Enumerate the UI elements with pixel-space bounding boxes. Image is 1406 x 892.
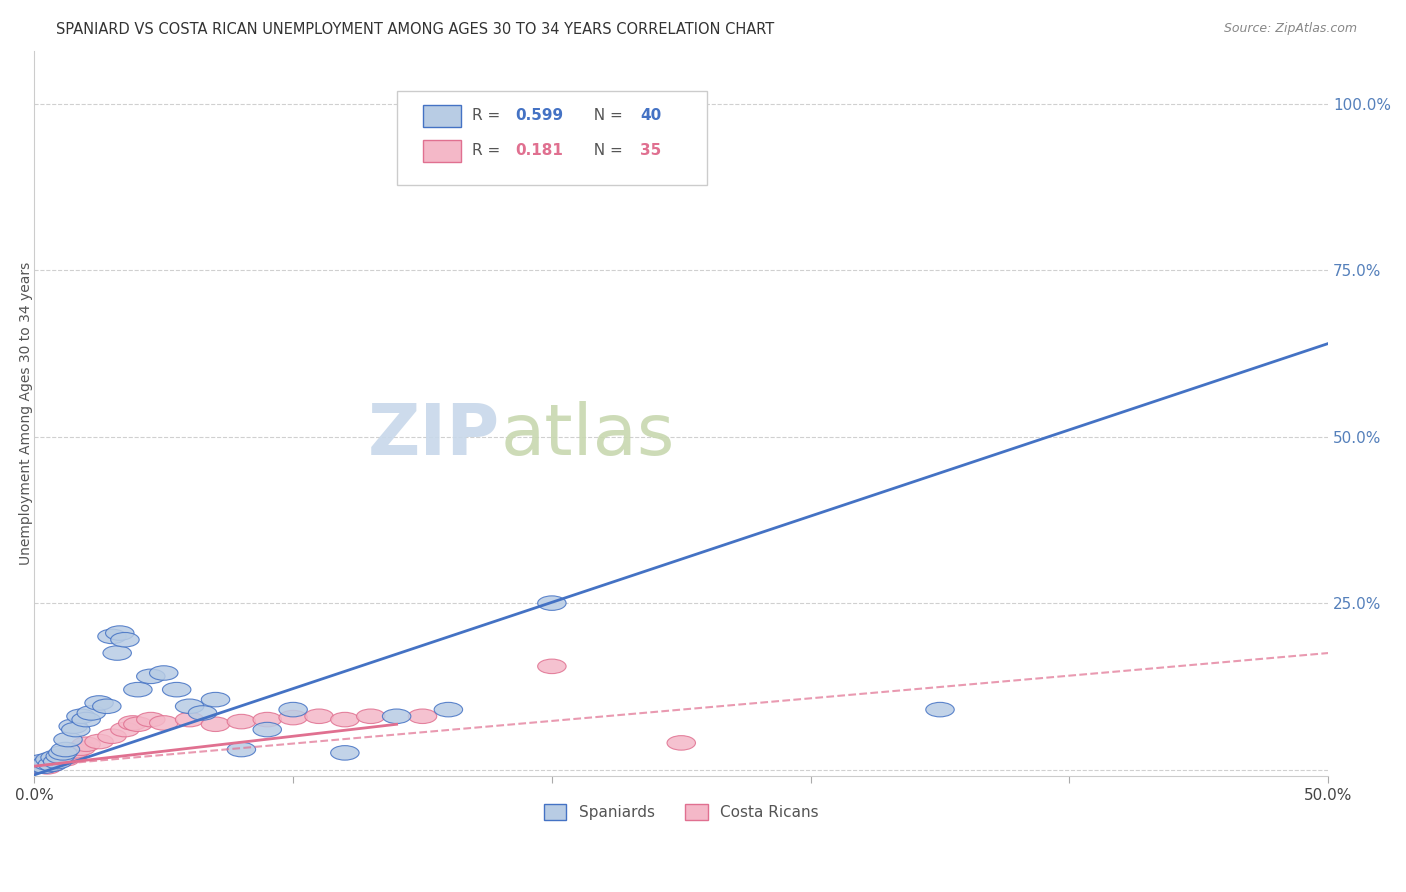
Ellipse shape	[537, 596, 567, 610]
Text: atlas: atlas	[501, 401, 675, 470]
Ellipse shape	[124, 717, 152, 731]
Ellipse shape	[53, 747, 82, 762]
Ellipse shape	[149, 715, 179, 731]
Ellipse shape	[93, 699, 121, 714]
Ellipse shape	[357, 709, 385, 723]
Ellipse shape	[51, 742, 80, 756]
Ellipse shape	[44, 752, 72, 767]
Ellipse shape	[176, 713, 204, 727]
Ellipse shape	[537, 659, 567, 673]
Ellipse shape	[382, 709, 411, 723]
Legend: Spaniards, Costa Ricans: Spaniards, Costa Ricans	[537, 798, 825, 827]
Ellipse shape	[28, 756, 56, 770]
Ellipse shape	[305, 709, 333, 723]
Ellipse shape	[105, 626, 134, 640]
Ellipse shape	[228, 742, 256, 756]
Ellipse shape	[59, 746, 87, 760]
Text: N =: N =	[585, 144, 628, 158]
Ellipse shape	[41, 750, 69, 764]
Ellipse shape	[38, 757, 66, 772]
Ellipse shape	[111, 723, 139, 737]
Ellipse shape	[228, 714, 256, 729]
Ellipse shape	[35, 752, 65, 767]
FancyBboxPatch shape	[423, 105, 461, 127]
Ellipse shape	[66, 741, 96, 756]
Ellipse shape	[41, 755, 69, 769]
Ellipse shape	[201, 692, 229, 706]
Text: 40: 40	[640, 109, 661, 123]
Ellipse shape	[66, 709, 96, 723]
Ellipse shape	[330, 746, 359, 760]
Ellipse shape	[98, 629, 127, 644]
Ellipse shape	[163, 682, 191, 697]
Ellipse shape	[51, 752, 80, 766]
Y-axis label: Unemployment Among Ages 30 to 34 years: Unemployment Among Ages 30 to 34 years	[20, 261, 34, 565]
Ellipse shape	[925, 702, 955, 717]
Ellipse shape	[49, 746, 77, 760]
Ellipse shape	[118, 715, 148, 731]
Ellipse shape	[25, 758, 53, 772]
Ellipse shape	[22, 757, 51, 772]
Ellipse shape	[22, 759, 51, 773]
Ellipse shape	[253, 713, 281, 727]
Ellipse shape	[62, 723, 90, 737]
Ellipse shape	[188, 706, 217, 720]
Ellipse shape	[34, 756, 62, 770]
Ellipse shape	[666, 736, 696, 750]
FancyBboxPatch shape	[396, 91, 707, 185]
Ellipse shape	[34, 760, 62, 774]
Ellipse shape	[72, 737, 100, 751]
Ellipse shape	[201, 717, 229, 731]
Ellipse shape	[44, 755, 72, 769]
Ellipse shape	[103, 646, 131, 660]
FancyBboxPatch shape	[423, 140, 461, 161]
Ellipse shape	[176, 699, 204, 714]
Text: Source: ZipAtlas.com: Source: ZipAtlas.com	[1223, 22, 1357, 36]
Text: 35: 35	[640, 144, 661, 158]
Ellipse shape	[136, 669, 165, 683]
Ellipse shape	[53, 732, 82, 747]
Ellipse shape	[408, 709, 437, 723]
Ellipse shape	[111, 632, 139, 647]
Ellipse shape	[278, 702, 308, 717]
Text: R =: R =	[471, 109, 505, 123]
Ellipse shape	[38, 756, 66, 771]
Text: R =: R =	[471, 144, 505, 158]
Ellipse shape	[136, 713, 165, 727]
Ellipse shape	[124, 682, 152, 697]
Text: ZIP: ZIP	[368, 401, 501, 470]
Ellipse shape	[253, 723, 281, 737]
Ellipse shape	[434, 702, 463, 717]
Ellipse shape	[46, 750, 75, 764]
Ellipse shape	[28, 755, 56, 769]
Ellipse shape	[49, 749, 77, 764]
Ellipse shape	[31, 758, 59, 772]
Ellipse shape	[149, 665, 179, 681]
Ellipse shape	[84, 696, 114, 710]
Ellipse shape	[98, 729, 127, 744]
Ellipse shape	[46, 749, 75, 764]
Ellipse shape	[62, 744, 90, 758]
Ellipse shape	[84, 734, 114, 748]
Ellipse shape	[25, 757, 53, 772]
Ellipse shape	[77, 706, 105, 720]
Ellipse shape	[31, 759, 59, 773]
Text: 0.181: 0.181	[516, 144, 564, 158]
Text: N =: N =	[585, 109, 628, 123]
Ellipse shape	[72, 713, 100, 727]
Ellipse shape	[330, 713, 359, 727]
Ellipse shape	[59, 719, 87, 733]
Ellipse shape	[35, 757, 65, 772]
Text: 0.599: 0.599	[516, 109, 564, 123]
Ellipse shape	[278, 710, 308, 725]
Text: SPANIARD VS COSTA RICAN UNEMPLOYMENT AMONG AGES 30 TO 34 YEARS CORRELATION CHART: SPANIARD VS COSTA RICAN UNEMPLOYMENT AMO…	[56, 22, 775, 37]
